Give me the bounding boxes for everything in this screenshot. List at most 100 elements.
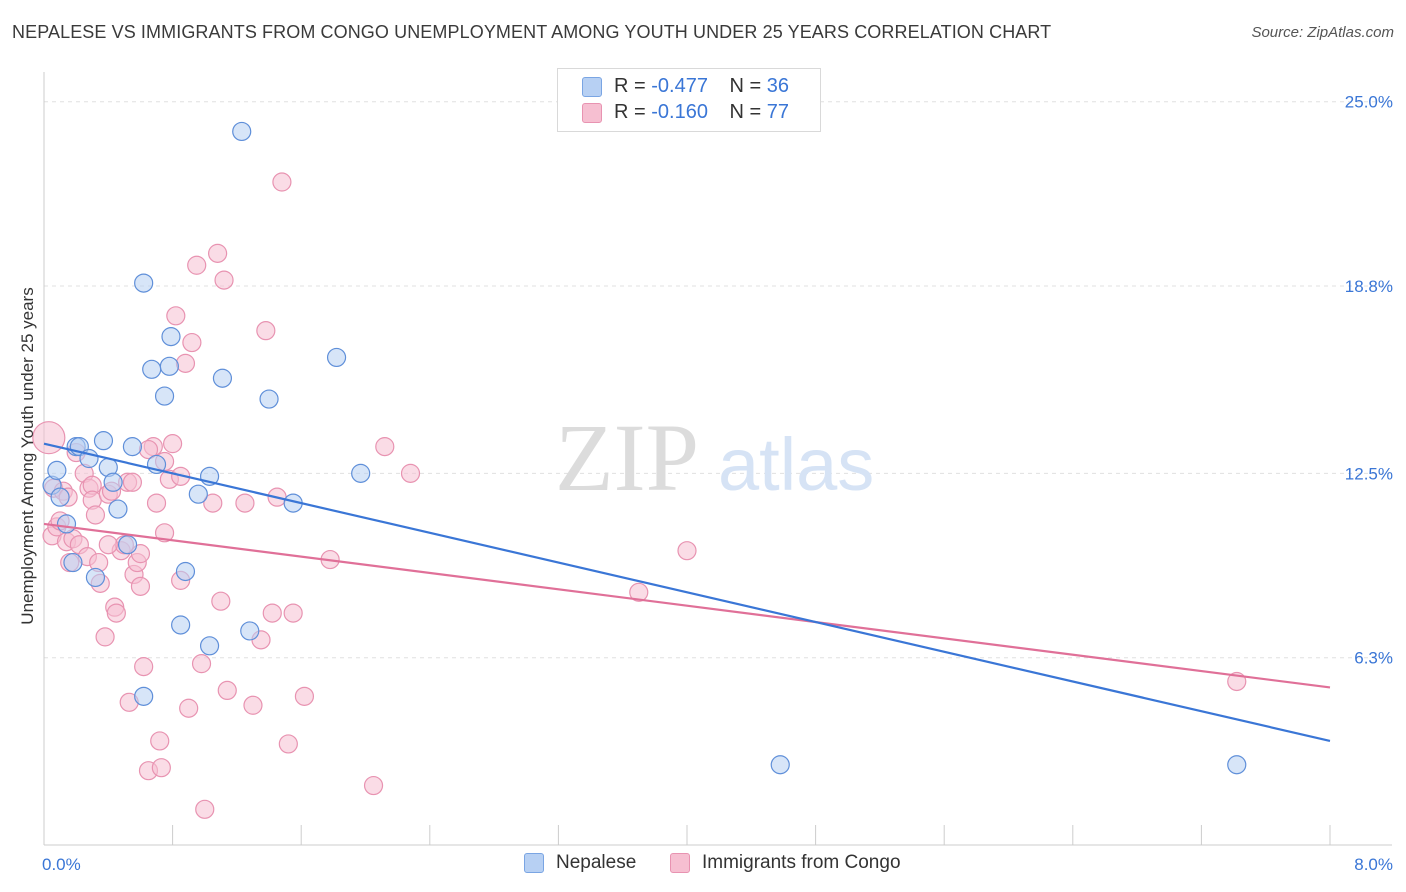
congo-point xyxy=(175,353,196,373)
congo-point xyxy=(146,493,167,513)
n-value: 77 xyxy=(766,101,790,123)
nepalese-point xyxy=(142,359,162,379)
n-value: 36 xyxy=(766,75,790,97)
watermark: ZIP atlas xyxy=(555,404,874,511)
stats-row-nepalese: R = -0.477 N = 36 xyxy=(582,75,789,101)
congo-point xyxy=(262,603,282,623)
chart-source: Source: ZipAtlas.com xyxy=(1251,24,1394,41)
x-tick-label-min: 0.0% xyxy=(42,855,81,874)
congo-point xyxy=(150,731,170,751)
nepalese-point xyxy=(117,535,138,555)
r-value: -0.160 xyxy=(651,101,708,123)
nepalese-point xyxy=(159,356,179,376)
congo-point xyxy=(122,472,143,492)
legend-label-nepalese: Nepalese xyxy=(556,852,637,873)
nepalese-point xyxy=(770,755,790,775)
nepalese-point xyxy=(212,368,233,388)
congo-point xyxy=(363,775,384,796)
nepalese-point xyxy=(85,567,106,588)
n-label: N = xyxy=(729,75,762,97)
nepalese-point xyxy=(63,552,83,573)
y-tick-label: 25.0% xyxy=(1345,93,1393,112)
x-tick-label-max: 8.0% xyxy=(1354,855,1393,874)
nepalese-trend-line xyxy=(43,442,1331,743)
congo-point xyxy=(211,591,231,611)
congo-point xyxy=(195,799,215,819)
congo-point xyxy=(106,603,126,623)
congo-point xyxy=(278,734,298,754)
nepalese-point xyxy=(326,347,347,368)
congo-point xyxy=(235,493,255,513)
nepalese-point xyxy=(93,431,114,451)
congo-point xyxy=(283,603,303,623)
congo-point xyxy=(154,523,175,543)
nepalese-swatch xyxy=(582,76,602,97)
nepalese-point xyxy=(171,615,191,635)
nepalese-point xyxy=(56,514,77,534)
nepalese-point xyxy=(175,561,196,582)
nepalese-legend-swatch xyxy=(524,852,544,873)
legend-label-congo: Immigrants from Congo xyxy=(702,852,901,873)
congo-point xyxy=(375,437,395,457)
stats-row-congo: R = -0.160 N = 77 xyxy=(582,101,789,127)
congo-point xyxy=(214,270,234,290)
nepalese-point xyxy=(199,636,220,656)
congo-point xyxy=(182,332,202,353)
congo-point xyxy=(151,758,171,778)
nepalese-point xyxy=(161,327,181,347)
congo-point xyxy=(256,321,276,341)
y-axis-tick-labels: 6.3% 12.5% 18.8% 25.0% xyxy=(1345,93,1393,668)
nepalese-point xyxy=(134,273,154,293)
r-label: R = xyxy=(614,75,646,97)
congo-trend-line xyxy=(43,522,1331,689)
congo-point xyxy=(187,255,207,275)
congo-point xyxy=(163,434,183,454)
congo-point xyxy=(166,306,186,326)
congo-point xyxy=(179,698,199,718)
r-value: -0.477 xyxy=(651,75,708,97)
legend-item-congo[interactable]: Immigrants from Congo xyxy=(670,852,901,874)
congo-point xyxy=(243,695,263,715)
nepalese-point xyxy=(240,621,260,641)
y-axis-label: Unemployment Among Youth under 25 years xyxy=(18,287,37,625)
congo-point xyxy=(217,680,237,701)
nepalese-point xyxy=(1227,755,1247,775)
congo-point xyxy=(85,505,106,525)
watermark-atlas: atlas xyxy=(718,423,874,506)
congo-point xyxy=(130,576,151,596)
congo-point xyxy=(98,535,118,555)
y-tick-label: 18.8% xyxy=(1345,277,1393,296)
congo-point xyxy=(294,686,315,706)
r-label: R = xyxy=(614,101,646,123)
stats-legend: R = -0.477 N = 36 R = -0.160 N = 77 xyxy=(557,68,821,132)
nepalese-point xyxy=(108,499,128,519)
nepalese-point xyxy=(50,487,70,507)
series-legend: Nepalese Immigrants from Congo xyxy=(0,852,1406,878)
nepalese-point xyxy=(232,121,252,142)
congo-swatch xyxy=(582,102,602,123)
nepalese-point xyxy=(122,437,143,457)
congo-point xyxy=(400,463,421,483)
congo-legend-swatch xyxy=(670,852,690,873)
congo-point xyxy=(203,493,223,513)
congo-point xyxy=(208,243,228,263)
n-label: N = xyxy=(729,101,762,123)
nepalese-point xyxy=(351,463,371,483)
nepalese-point xyxy=(154,386,175,406)
congo-point xyxy=(134,657,154,677)
nepalese-point xyxy=(259,389,279,409)
nepalese-point xyxy=(188,484,208,504)
trend-lines xyxy=(43,442,1331,743)
congo-point xyxy=(191,654,212,674)
nepalese-point xyxy=(103,472,123,492)
x-axis-ticks xyxy=(43,825,1331,845)
congo-point xyxy=(677,541,697,561)
nepalese-point xyxy=(134,686,154,706)
chart-title: NEPALESE VS IMMIGRANTS FROM CONGO UNEMPL… xyxy=(12,22,1052,42)
watermark-zip: ZIP xyxy=(555,404,699,511)
congo-point xyxy=(629,582,649,602)
y-tick-label: 6.3% xyxy=(1354,649,1393,668)
legend-item-nepalese[interactable]: Nepalese xyxy=(524,852,636,874)
nepalese-point xyxy=(47,460,67,480)
